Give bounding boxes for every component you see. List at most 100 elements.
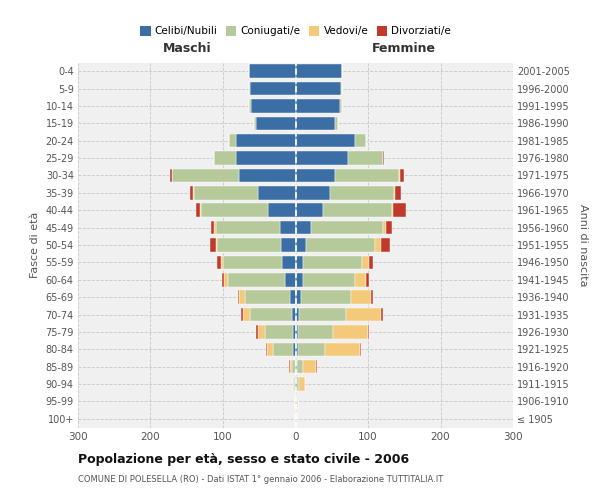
Bar bbox=[316, 360, 317, 374]
Bar bbox=[251, 99, 296, 112]
Bar bbox=[394, 186, 395, 200]
Bar bbox=[242, 308, 250, 322]
Bar bbox=[383, 221, 386, 234]
Bar bbox=[362, 256, 370, 269]
Bar bbox=[211, 221, 214, 234]
Bar bbox=[307, 238, 375, 252]
Bar bbox=[371, 290, 373, 304]
Bar bbox=[296, 82, 341, 96]
Bar bbox=[350, 290, 371, 304]
Bar bbox=[265, 325, 293, 338]
Bar bbox=[311, 221, 383, 234]
Bar bbox=[258, 186, 296, 200]
Bar bbox=[281, 238, 296, 252]
Bar bbox=[249, 82, 250, 96]
Bar bbox=[335, 116, 338, 130]
Bar bbox=[239, 168, 296, 182]
Bar bbox=[395, 186, 401, 200]
Bar bbox=[333, 325, 368, 338]
Bar bbox=[296, 168, 335, 182]
Bar bbox=[301, 290, 350, 304]
Bar bbox=[303, 256, 362, 269]
Bar bbox=[289, 360, 290, 374]
Bar bbox=[392, 204, 394, 217]
Bar bbox=[222, 273, 224, 286]
Bar bbox=[299, 308, 346, 322]
Text: Femmine: Femmine bbox=[372, 42, 436, 55]
Bar bbox=[216, 221, 280, 234]
Text: COMUNE DI POLESELLA (RO) - Dati ISTAT 1° gennaio 2006 - Elaborazione TUTTITALIA.: COMUNE DI POLESELLA (RO) - Dati ISTAT 1°… bbox=[78, 475, 443, 484]
Bar bbox=[296, 116, 335, 130]
Bar bbox=[323, 204, 392, 217]
Bar bbox=[283, 256, 296, 269]
Bar bbox=[296, 64, 342, 78]
Bar bbox=[214, 221, 216, 234]
Bar bbox=[224, 273, 228, 286]
Bar bbox=[236, 134, 296, 147]
Bar bbox=[386, 221, 392, 234]
Bar bbox=[223, 256, 283, 269]
Bar bbox=[296, 204, 323, 217]
Bar bbox=[297, 360, 303, 374]
Bar bbox=[217, 238, 281, 252]
Bar bbox=[296, 394, 297, 408]
Bar bbox=[299, 378, 305, 391]
Bar bbox=[366, 273, 370, 286]
Bar bbox=[325, 342, 360, 356]
Bar bbox=[296, 360, 297, 374]
Bar bbox=[172, 168, 239, 182]
Bar bbox=[295, 360, 296, 374]
Bar bbox=[296, 273, 303, 286]
Bar bbox=[249, 64, 296, 78]
Bar bbox=[216, 238, 217, 252]
Bar bbox=[170, 168, 172, 182]
Bar bbox=[214, 152, 236, 165]
Bar bbox=[201, 204, 268, 217]
Bar bbox=[293, 325, 296, 338]
Bar bbox=[303, 360, 316, 374]
Bar bbox=[298, 342, 325, 356]
Bar bbox=[296, 290, 301, 304]
Bar bbox=[296, 152, 348, 165]
Bar bbox=[267, 342, 273, 356]
Bar bbox=[381, 238, 390, 252]
Bar bbox=[294, 378, 295, 391]
Bar bbox=[394, 204, 406, 217]
Bar bbox=[210, 238, 216, 252]
Bar bbox=[296, 186, 331, 200]
Bar bbox=[400, 168, 404, 182]
Bar bbox=[346, 308, 381, 322]
Bar bbox=[295, 378, 296, 391]
Bar bbox=[296, 256, 303, 269]
Bar bbox=[241, 308, 242, 322]
Bar bbox=[355, 134, 366, 147]
Bar bbox=[256, 325, 258, 338]
Bar bbox=[296, 99, 340, 112]
Legend: Celibi/Nubili, Coniugati/e, Vedovi/e, Divorziati/e: Celibi/Nubili, Coniugati/e, Vedovi/e, Di… bbox=[136, 22, 455, 40]
Bar bbox=[266, 342, 267, 356]
Bar bbox=[239, 290, 245, 304]
Bar bbox=[370, 256, 373, 269]
Bar bbox=[250, 308, 292, 322]
Bar bbox=[190, 186, 193, 200]
Bar bbox=[295, 412, 296, 426]
Bar bbox=[296, 308, 299, 322]
Bar bbox=[290, 290, 296, 304]
Bar bbox=[297, 394, 298, 408]
Bar bbox=[256, 116, 296, 130]
Bar bbox=[290, 360, 292, 374]
Bar bbox=[217, 256, 221, 269]
Bar bbox=[295, 394, 296, 408]
Bar bbox=[296, 221, 311, 234]
Bar bbox=[293, 378, 294, 391]
Bar bbox=[292, 360, 295, 374]
Bar bbox=[340, 99, 342, 112]
Bar bbox=[296, 412, 297, 426]
Bar bbox=[360, 342, 361, 356]
Bar bbox=[381, 308, 383, 322]
Bar bbox=[341, 82, 342, 96]
Bar bbox=[254, 116, 256, 130]
Bar bbox=[200, 204, 201, 217]
Bar bbox=[250, 82, 296, 96]
Bar bbox=[228, 273, 284, 286]
